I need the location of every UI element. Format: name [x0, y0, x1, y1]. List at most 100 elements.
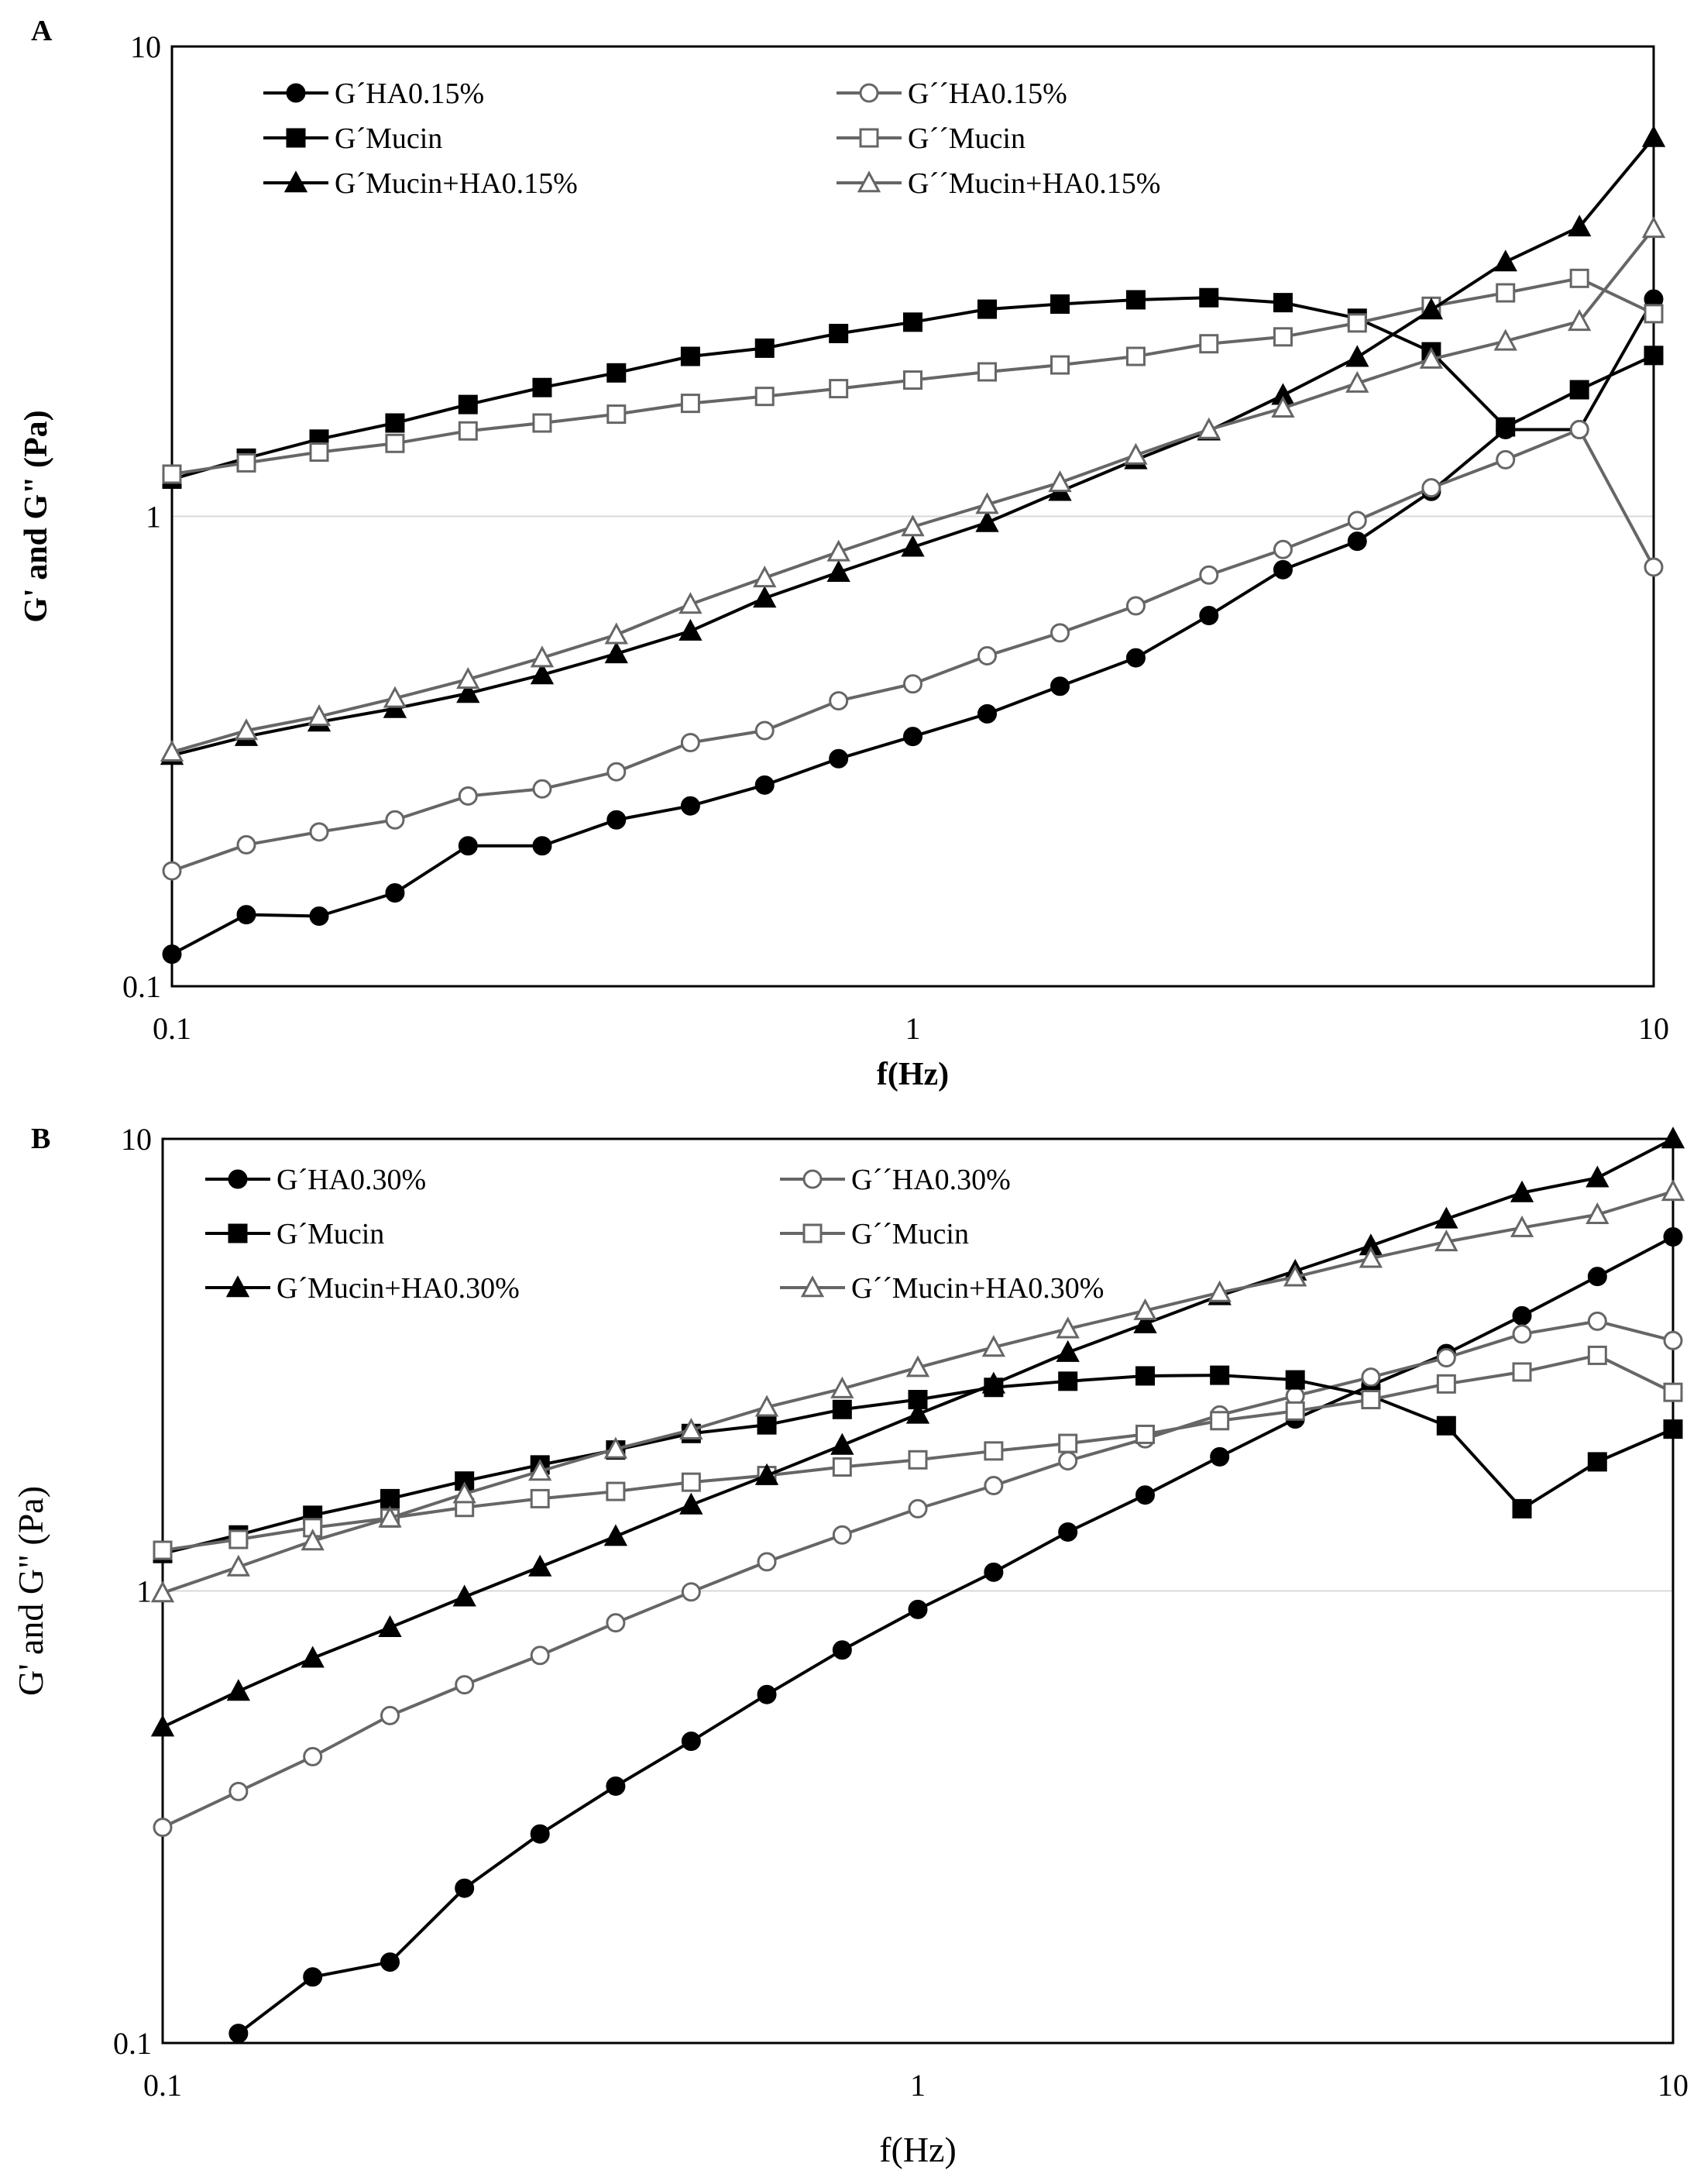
- data-point: [383, 686, 407, 708]
- data-point: [456, 667, 480, 690]
- data-point: [604, 641, 628, 664]
- legend-label: G´Mucin+HA0.15%: [335, 167, 578, 200]
- data-point: [1273, 293, 1293, 313]
- data-point: [1199, 606, 1219, 626]
- x-tick-label: 10: [1638, 1011, 1669, 1046]
- legend-item: G´´HA0.30%: [780, 1164, 1011, 1196]
- legend-swatch-marker: [857, 170, 881, 193]
- data-point: [1587, 1267, 1607, 1287]
- series-6: [160, 216, 1666, 762]
- data-point: [1208, 1280, 1232, 1302]
- data-point: [984, 1476, 1004, 1496]
- data-point: [826, 539, 850, 562]
- legend-label: G´´HA0.15%: [908, 77, 1067, 110]
- legend-item: G´Mucin+HA0.30%: [205, 1272, 520, 1305]
- data-point: [757, 1684, 777, 1704]
- data-point: [1199, 565, 1219, 585]
- series-4: [162, 268, 1664, 484]
- data-point: [908, 1498, 928, 1518]
- data-point: [528, 1459, 552, 1481]
- data-point: [456, 681, 480, 703]
- data-point: [153, 1540, 173, 1560]
- data-point: [680, 796, 700, 816]
- data-point: [1568, 309, 1592, 332]
- data-point: [1663, 1382, 1683, 1402]
- data-point: [1436, 1374, 1456, 1394]
- data-point: [380, 1952, 400, 1972]
- data-point: [162, 861, 182, 881]
- data-point: [679, 592, 703, 614]
- plot-area: [170, 45, 1655, 988]
- data-point: [378, 1615, 402, 1637]
- legend-label: G´Mucin+HA0.30%: [277, 1272, 520, 1305]
- data-point: [530, 1488, 550, 1508]
- y-tick-label: 0.1: [113, 2026, 152, 2061]
- data-point: [452, 1584, 476, 1607]
- data-point: [530, 662, 555, 685]
- series-2: [162, 419, 1664, 881]
- data-point: [378, 1505, 402, 1528]
- series-3: [162, 287, 1664, 489]
- x-tick-label: 1: [910, 2068, 926, 2103]
- data-point: [754, 1463, 779, 1485]
- data-point: [829, 691, 849, 711]
- data-point: [603, 1436, 628, 1459]
- data-point: [1419, 298, 1444, 320]
- data-point: [528, 1554, 552, 1577]
- x-tick-label: 0.1: [153, 1011, 191, 1046]
- data-point: [1661, 1126, 1685, 1149]
- y-axis-title: G' and G" (Pa): [11, 1486, 50, 1696]
- legend-swatch-marker: [283, 170, 308, 193]
- data-point: [1493, 249, 1517, 272]
- data-point: [1585, 1165, 1610, 1188]
- legend-item: G´´Mucin+HA0.15%: [837, 167, 1160, 200]
- data-point: [606, 404, 627, 425]
- data-point: [1056, 1316, 1080, 1339]
- data-point: [981, 1335, 1006, 1357]
- data-point: [903, 674, 922, 694]
- data-point: [908, 1599, 928, 1619]
- data-point: [1124, 442, 1148, 465]
- legend-swatch-marker: [802, 1223, 823, 1243]
- data-point: [1050, 355, 1070, 375]
- data-point: [532, 779, 552, 799]
- legend-item: G´Mucin: [263, 122, 442, 155]
- data-point: [1644, 304, 1664, 324]
- y-tick-label: 10: [121, 1122, 152, 1157]
- y-tick-label: 0.1: [122, 969, 161, 1004]
- legend: G´HA0.15% G´´HA0.15% G´Mucin G´´Mucin G´Muci…: [263, 77, 1160, 200]
- chart-panel-b: B 0.1 1 10 0.1 1 10 f(Hz) G' and G" (Pa) G´HA0.3…: [11, 1122, 1689, 2169]
- legend-label: G´´Mucin+HA0.15%: [908, 167, 1160, 200]
- data-point: [606, 762, 627, 782]
- data-point: [1273, 559, 1293, 580]
- data-point: [901, 535, 925, 557]
- data-point: [681, 1732, 701, 1752]
- data-point: [606, 363, 627, 383]
- data-point: [1585, 1202, 1610, 1224]
- legend-label: G´Mucin: [277, 1218, 384, 1250]
- data-point: [1210, 1411, 1230, 1431]
- data-point: [1347, 313, 1367, 333]
- data-point: [309, 442, 329, 463]
- data-point: [1197, 417, 1221, 439]
- data-point: [226, 1554, 251, 1577]
- data-point: [679, 1417, 703, 1440]
- data-point: [452, 1481, 476, 1504]
- legend-item: G´´Mucin+HA0.30%: [780, 1272, 1104, 1305]
- data-point: [606, 810, 627, 830]
- data-point: [532, 377, 552, 397]
- legend-swatch-marker: [228, 1169, 248, 1189]
- data-point: [901, 514, 925, 537]
- data-point: [530, 1824, 550, 1844]
- panel-letter-a: A: [31, 15, 53, 47]
- data-point: [1587, 1452, 1607, 1472]
- legend-label: G´Mucin: [335, 122, 442, 155]
- data-point: [1641, 216, 1666, 239]
- legend-label: G´´Mucin: [851, 1218, 969, 1250]
- data-point: [1644, 557, 1664, 577]
- legend-item: G´´Mucin: [780, 1218, 969, 1250]
- data-point: [1285, 1401, 1305, 1421]
- data-point: [150, 1715, 175, 1737]
- data-point: [301, 1529, 325, 1551]
- data-point: [1058, 1371, 1078, 1391]
